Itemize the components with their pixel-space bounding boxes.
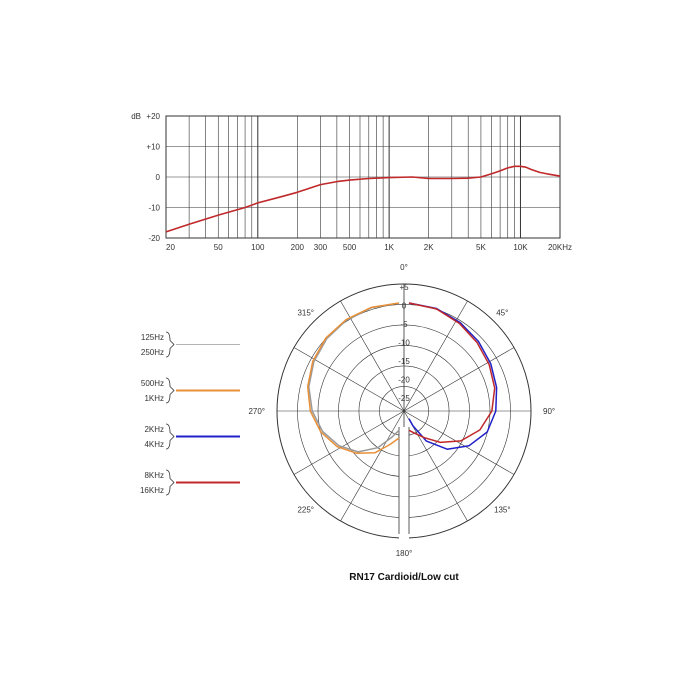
legend-label-bottom: 4KHz <box>144 440 164 449</box>
polar-radial-label: 0 <box>402 302 407 311</box>
polar-angle-label: 90° <box>543 407 555 416</box>
polar-spoke <box>403 410 468 522</box>
x-tick-label: 300 <box>314 243 328 252</box>
polar-radial-label: -25 <box>398 394 410 403</box>
polar-spoke <box>403 347 515 412</box>
x-tick-label: 20 <box>166 243 175 252</box>
polar-angle-label: 135° <box>494 505 511 514</box>
polar-legend: 125Hz 250Hz 500Hz 1KHz 2KHz 4KHz 8KHz 16KHz <box>140 331 240 496</box>
polar-angle-label: 45° <box>496 309 508 318</box>
polar-series <box>306 302 498 455</box>
polar-spoke <box>293 347 405 412</box>
frequency-tick-labels: +20 +10 0 -10 -20 20 50 100 200 300 500 1K 2K 5K 10K 20… <box>146 112 572 252</box>
polar-spoke <box>340 410 405 522</box>
polar-series-125_250 <box>308 302 400 453</box>
x-tick-label: 1K <box>384 243 394 252</box>
legend-label-top: 125Hz <box>141 333 164 342</box>
y-tick-label: -20 <box>148 234 160 243</box>
y-unit-label: dB <box>131 112 141 121</box>
polar-labels: 0° 45° 90° 135° 180° 225° 270° 315° +5 0 -5 -10 -15 -… <box>248 263 555 558</box>
frequency-response-series <box>165 165 561 233</box>
polar-radial-label: -15 <box>398 357 410 366</box>
legend-label-top: 8KHz <box>144 471 164 480</box>
polar-spoke <box>293 410 405 475</box>
legend-label-bottom: 250Hz <box>141 348 164 357</box>
x-tick-label: 500 <box>343 243 357 252</box>
legend-brace <box>165 423 175 450</box>
legend-brace <box>165 469 175 496</box>
frequency-grid <box>165 115 561 239</box>
y-tick-label: +20 <box>146 112 160 121</box>
polar-angle-label: 315° <box>297 309 314 318</box>
x-tick-label: 5K <box>476 243 486 252</box>
polar-radial-label: -10 <box>398 339 410 348</box>
polar-radial-label: +5 <box>399 283 409 292</box>
polar-radial-label: -20 <box>398 376 410 385</box>
x-tick-label: 100 <box>251 243 265 252</box>
x-tick-label: 200 <box>291 243 305 252</box>
polar-center-gap <box>399 427 409 558</box>
y-tick-label: -10 <box>148 204 160 213</box>
legend-label-bottom: 1KHz <box>144 394 164 403</box>
polar-angle-label: 225° <box>297 505 314 514</box>
frequency-response-line <box>165 165 561 233</box>
polar-chart-title: RN17 Cardioid/Low cut <box>349 572 459 583</box>
legend-label-top: 2KHz <box>144 425 164 434</box>
legend-brace <box>165 377 175 404</box>
y-tick-label: +10 <box>146 143 160 152</box>
frequency-response-chart: +20 +10 0 -10 -20 20 50 100 200 300 500 1K 2K 5K 10K 20… <box>131 112 572 252</box>
legend-label-top: 500Hz <box>141 379 164 388</box>
polar-radial-label: -5 <box>400 320 408 329</box>
polar-pattern-chart: 0° 45° 90° 135° 180° 225° 270° 315° +5 0 -5 -10 -15 -… <box>248 263 555 583</box>
x-tick-label: 20KHz <box>548 243 572 252</box>
y-tick-label: 0 <box>156 173 161 182</box>
polar-spoke <box>403 410 515 475</box>
polar-spoke <box>340 300 405 412</box>
polar-angle-label: 270° <box>248 407 265 416</box>
polar-angle-label: 180° <box>396 549 413 558</box>
x-tick-label: 2K <box>424 243 434 252</box>
polar-series-500_1k <box>306 302 400 455</box>
legend-brace <box>165 331 175 358</box>
polar-grid <box>276 283 532 558</box>
legend-label-bottom: 16KHz <box>140 486 164 495</box>
x-tick-label: 10K <box>513 243 528 252</box>
polar-series-2k_4k <box>408 302 498 450</box>
polar-series-8k_16k <box>408 302 496 444</box>
polar-angle-label: 0° <box>400 263 408 272</box>
x-tick-label: 50 <box>214 243 223 252</box>
polar-spoke <box>403 300 468 412</box>
